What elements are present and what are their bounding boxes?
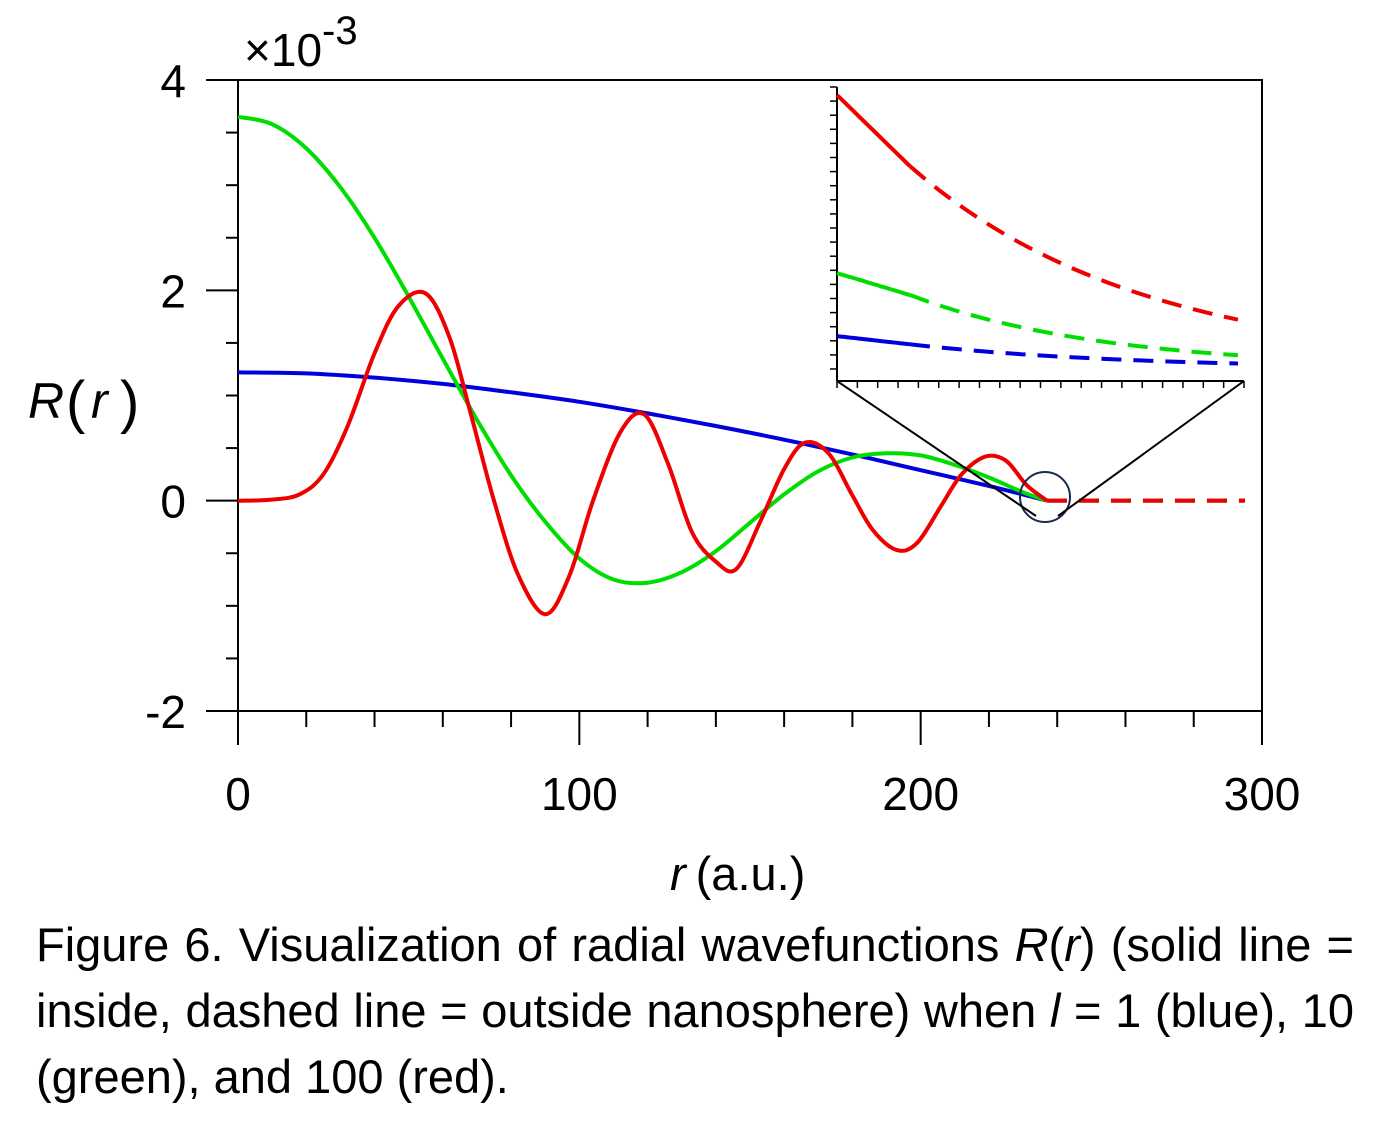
series-group — [237, 114, 1245, 617]
inset-frame-fill — [837, 87, 1244, 381]
y-axis-label-var: r — [91, 373, 110, 429]
inset-curve-dashed — [909, 293, 1239, 358]
inset-curve-solid — [836, 334, 911, 347]
inset-curve-dashed — [909, 342, 1239, 366]
inset — [830, 86, 1245, 388]
series-line-solid — [237, 370, 1048, 503]
x-axis-label: r (a.u.) — [670, 847, 805, 900]
tick-labels: 0 100 200 300 -2 0 2 4 — [145, 55, 1300, 820]
y-axis-label: R — [28, 373, 64, 429]
x-tick-label: 0 — [225, 768, 251, 820]
inset-curve-dashed — [908, 164, 1239, 322]
series-line-solid — [237, 114, 1048, 586]
series-line-solid — [237, 289, 1049, 617]
inset-curve-solid — [835, 93, 912, 168]
x-tick-label: 100 — [541, 768, 618, 820]
zoom-connector-right — [1057, 380, 1245, 517]
inset-curves — [835, 93, 1239, 366]
scale-factor: ×10-3 — [244, 9, 358, 76]
x-tick-label: 300 — [1224, 768, 1301, 820]
inset-ticks — [830, 86, 1245, 388]
axis-ticks — [206, 79, 1263, 745]
x-axis-label-var: r — [670, 847, 688, 900]
x-tick-label: 200 — [882, 768, 959, 820]
zoom-connector-left — [836, 380, 1037, 517]
scale-exponent: -3 — [322, 9, 358, 53]
zoom-circle — [1019, 471, 1071, 523]
y-tick-label: 0 — [160, 476, 186, 528]
y-tick-label: 4 — [160, 55, 186, 107]
y-axis-label-paren-close: ) — [120, 370, 139, 435]
y-tick-label: 2 — [160, 265, 186, 317]
figure-caption: Figure 6. Visualization of radial wavefu… — [36, 918, 1354, 1103]
y-axis-label-paren-open: ( — [66, 370, 85, 435]
x-axis-label-unit: (a.u.) — [696, 847, 806, 900]
y-tick-label: -2 — [145, 686, 186, 738]
inset-curve-solid — [836, 271, 911, 297]
